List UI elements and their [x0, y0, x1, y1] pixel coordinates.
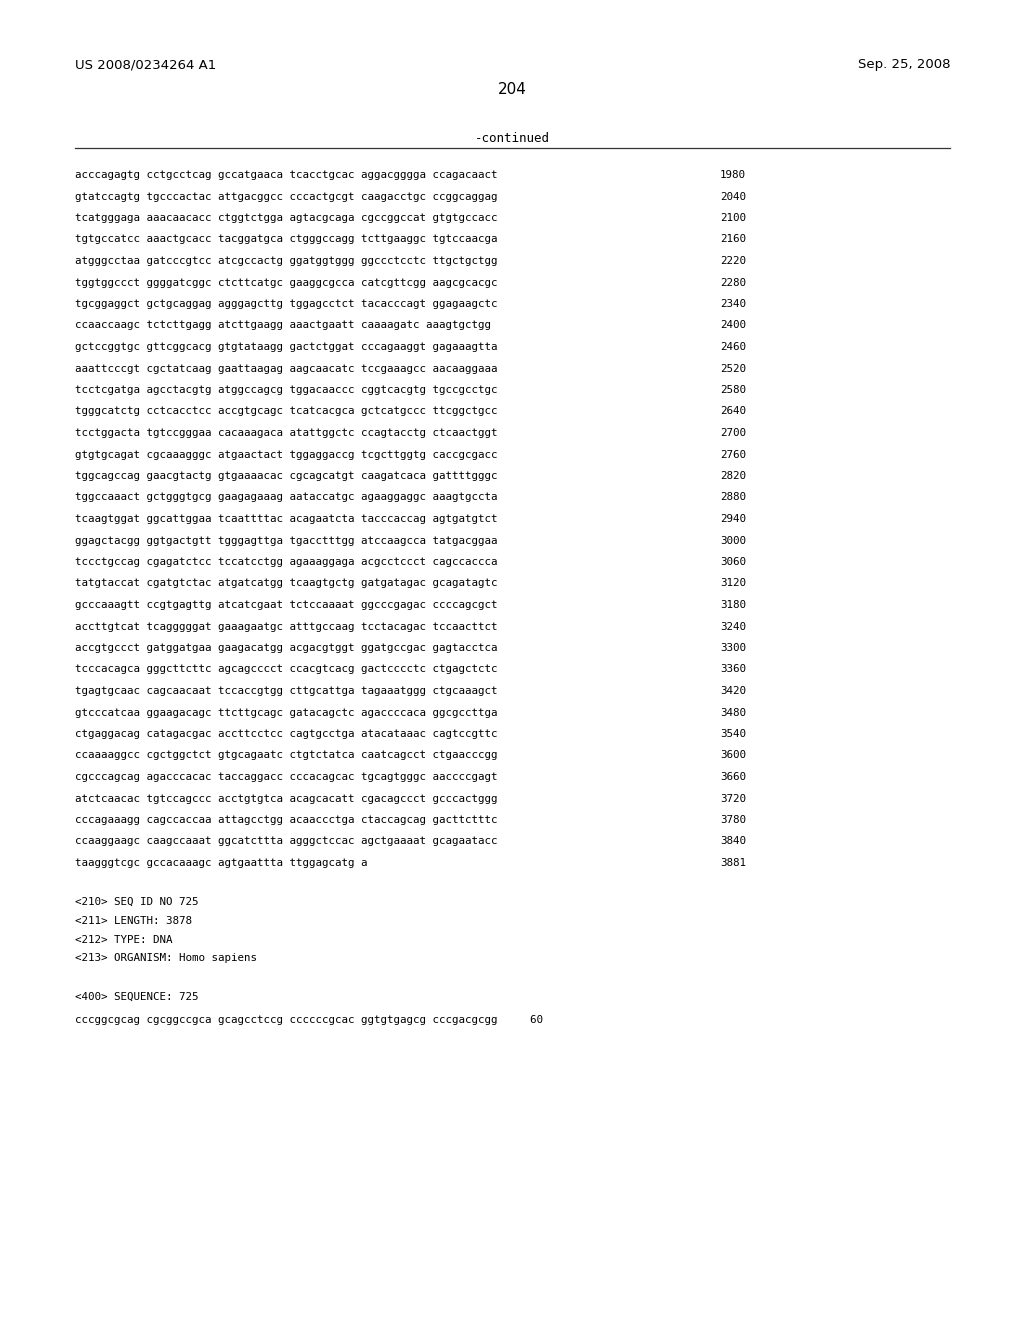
Text: atgggcctaa gatcccgtcc atcgccactg ggatggtggg ggccctcctc ttgctgctgg: atgggcctaa gatcccgtcc atcgccactg ggatggt… — [75, 256, 498, 267]
Text: 2760: 2760 — [720, 450, 746, 459]
Text: acccagagtg cctgcctcag gccatgaaca tcacctgcac aggacgggga ccagacaact: acccagagtg cctgcctcag gccatgaaca tcacctg… — [75, 170, 498, 180]
Text: 3180: 3180 — [720, 601, 746, 610]
Text: 3840: 3840 — [720, 837, 746, 846]
Text: 3360: 3360 — [720, 664, 746, 675]
Text: atctcaacac tgtccagccc acctgtgtca acagcacatt cgacagccct gcccactggg: atctcaacac tgtccagccc acctgtgtca acagcac… — [75, 793, 498, 804]
Text: cccagaaagg cagccaccaa attagcctgg acaaccctga ctaccagcag gacttctttc: cccagaaagg cagccaccaa attagcctgg acaaccc… — [75, 814, 498, 825]
Text: ccaaccaagc tctcttgagg atcttgaagg aaactgaatt caaaagatc aaagtgctgg: ccaaccaagc tctcttgagg atcttgaagg aaactga… — [75, 321, 490, 330]
Text: aaattcccgt cgctatcaag gaattaagag aagcaacatc tccgaaagcc aacaaggaaa: aaattcccgt cgctatcaag gaattaagag aagcaac… — [75, 363, 498, 374]
Text: ctgaggacag catagacgac accttcctcc cagtgcctga atacataaac cagtccgttc: ctgaggacag catagacgac accttcctcc cagtgcc… — [75, 729, 498, 739]
Text: 3660: 3660 — [720, 772, 746, 781]
Text: 1980: 1980 — [720, 170, 746, 180]
Text: tatgtaccat cgatgtctac atgatcatgg tcaagtgctg gatgatagac gcagatagtc: tatgtaccat cgatgtctac atgatcatgg tcaagtg… — [75, 578, 498, 589]
Text: gctccggtgc gttcggcacg gtgtataagg gactctggat cccagaaggt gagaaagtta: gctccggtgc gttcggcacg gtgtataagg gactctg… — [75, 342, 498, 352]
Text: 2820: 2820 — [720, 471, 746, 480]
Text: ccaaaaggcc cgctggctct gtgcagaatc ctgtctatca caatcagcct ctgaacccgg: ccaaaaggcc cgctggctct gtgcagaatc ctgtcta… — [75, 751, 498, 760]
Text: 3540: 3540 — [720, 729, 746, 739]
Text: 2640: 2640 — [720, 407, 746, 417]
Text: 2220: 2220 — [720, 256, 746, 267]
Text: cgcccagcag agacccacac taccaggacc cccacagcac tgcagtgggc aaccccgagt: cgcccagcag agacccacac taccaggacc cccacag… — [75, 772, 498, 781]
Text: 2280: 2280 — [720, 277, 746, 288]
Text: accttgtcat tcagggggat gaaagaatgc atttgccaag tcctacagac tccaacttct: accttgtcat tcagggggat gaaagaatgc atttgcc… — [75, 622, 498, 631]
Text: -continued: -continued — [474, 132, 550, 145]
Text: Sep. 25, 2008: Sep. 25, 2008 — [857, 58, 950, 71]
Text: tcctcgatga agcctacgtg atggccagcg tggacaaccc cggtcacgtg tgccgcctgc: tcctcgatga agcctacgtg atggccagcg tggacaa… — [75, 385, 498, 395]
Text: 3120: 3120 — [720, 578, 746, 589]
Text: ccaaggaagc caagccaaat ggcatcttta agggctccac agctgaaaat gcagaatacc: ccaaggaagc caagccaaat ggcatcttta agggctc… — [75, 837, 498, 846]
Text: 3480: 3480 — [720, 708, 746, 718]
Text: 2580: 2580 — [720, 385, 746, 395]
Text: <211> LENGTH: 3878: <211> LENGTH: 3878 — [75, 916, 193, 925]
Text: US 2008/0234264 A1: US 2008/0234264 A1 — [75, 58, 216, 71]
Text: 3600: 3600 — [720, 751, 746, 760]
Text: tgcggaggct gctgcaggag agggagcttg tggagcctct tacacccagt ggagaagctc: tgcggaggct gctgcaggag agggagcttg tggagcc… — [75, 300, 498, 309]
Text: tggtggccct ggggatcggc ctcttcatgc gaaggcgcca catcgttcgg aagcgcacgc: tggtggccct ggggatcggc ctcttcatgc gaaggcg… — [75, 277, 498, 288]
Text: gtcccatcaa ggaagacagc ttcttgcagc gatacagctc agaccccaca ggcgccttga: gtcccatcaa ggaagacagc ttcttgcagc gatacag… — [75, 708, 498, 718]
Text: 2700: 2700 — [720, 428, 746, 438]
Text: accgtgccct gatggatgaa gaagacatgg acgacgtggt ggatgccgac gagtacctca: accgtgccct gatggatgaa gaagacatgg acgacgt… — [75, 643, 498, 653]
Text: tggccaaact gctgggtgcg gaagagaaag aataccatgc agaaggaggc aaagtgccta: tggccaaact gctgggtgcg gaagagaaag aatacca… — [75, 492, 498, 503]
Text: <212> TYPE: DNA: <212> TYPE: DNA — [75, 935, 172, 945]
Text: cccggcgcag cgcggccgca gcagcctccg ccccccgcac ggtgtgagcg cccgacgcgg     60: cccggcgcag cgcggccgca gcagcctccg ccccccg… — [75, 1015, 543, 1026]
Text: tcctggacta tgtccgggaa cacaaagaca atattggctc ccagtacctg ctcaactggt: tcctggacta tgtccgggaa cacaaagaca atattgg… — [75, 428, 498, 438]
Text: tgtgccatcc aaactgcacc tacggatgca ctgggccagg tcttgaaggc tgtccaacga: tgtgccatcc aaactgcacc tacggatgca ctgggcc… — [75, 235, 498, 244]
Text: 3720: 3720 — [720, 793, 746, 804]
Text: 2160: 2160 — [720, 235, 746, 244]
Text: tccctgccag cgagatctcc tccatcctgg agaaaggaga acgcctccct cagccaccca: tccctgccag cgagatctcc tccatcctgg agaaagg… — [75, 557, 498, 568]
Text: 3300: 3300 — [720, 643, 746, 653]
Text: ggagctacgg ggtgactgtt tgggagttga tgacctttgg atccaagcca tatgacggaa: ggagctacgg ggtgactgtt tgggagttga tgacctt… — [75, 536, 498, 545]
Text: tcccacagca gggcttcttc agcagcccct ccacgtcacg gactcccctc ctgagctctc: tcccacagca gggcttcttc agcagcccct ccacgtc… — [75, 664, 498, 675]
Text: 2880: 2880 — [720, 492, 746, 503]
Text: 2940: 2940 — [720, 513, 746, 524]
Text: tcatgggaga aaacaacacc ctggtctgga agtacgcaga cgccggccat gtgtgccacc: tcatgggaga aaacaacacc ctggtctgga agtacgc… — [75, 213, 498, 223]
Text: 2100: 2100 — [720, 213, 746, 223]
Text: 3000: 3000 — [720, 536, 746, 545]
Text: <213> ORGANISM: Homo sapiens: <213> ORGANISM: Homo sapiens — [75, 953, 257, 964]
Text: gtgtgcagat cgcaaagggc atgaactact tggaggaccg tcgcttggtg caccgcgacc: gtgtgcagat cgcaaagggc atgaactact tggagga… — [75, 450, 498, 459]
Text: 3881: 3881 — [720, 858, 746, 869]
Text: gtatccagtg tgcccactac attgacggcc cccactgcgt caagacctgc ccggcaggag: gtatccagtg tgcccactac attgacggcc cccactg… — [75, 191, 498, 202]
Text: tggcagccag gaacgtactg gtgaaaacac cgcagcatgt caagatcaca gattttgggc: tggcagccag gaacgtactg gtgaaaacac cgcagca… — [75, 471, 498, 480]
Text: 2040: 2040 — [720, 191, 746, 202]
Text: 3780: 3780 — [720, 814, 746, 825]
Text: tgagtgcaac cagcaacaat tccaccgtgg cttgcattga tagaaatggg ctgcaaagct: tgagtgcaac cagcaacaat tccaccgtgg cttgcat… — [75, 686, 498, 696]
Text: 2520: 2520 — [720, 363, 746, 374]
Text: 3240: 3240 — [720, 622, 746, 631]
Text: 2340: 2340 — [720, 300, 746, 309]
Text: <210> SEQ ID NO 725: <210> SEQ ID NO 725 — [75, 896, 199, 907]
Text: gcccaaagtt ccgtgagttg atcatcgaat tctccaaaat ggcccgagac ccccagcgct: gcccaaagtt ccgtgagttg atcatcgaat tctccaa… — [75, 601, 498, 610]
Text: 2400: 2400 — [720, 321, 746, 330]
Text: 3060: 3060 — [720, 557, 746, 568]
Text: 2460: 2460 — [720, 342, 746, 352]
Text: taagggtcgc gccacaaagc agtgaattta ttggagcatg a: taagggtcgc gccacaaagc agtgaattta ttggagc… — [75, 858, 368, 869]
Text: <400> SEQUENCE: 725: <400> SEQUENCE: 725 — [75, 991, 199, 1002]
Text: tgggcatctg cctcacctcc accgtgcagc tcatcacgca gctcatgccc ttcggctgcc: tgggcatctg cctcacctcc accgtgcagc tcatcac… — [75, 407, 498, 417]
Text: tcaagtggat ggcattggaa tcaattttac acagaatcta tacccaccag agtgatgtct: tcaagtggat ggcattggaa tcaattttac acagaat… — [75, 513, 498, 524]
Text: 3420: 3420 — [720, 686, 746, 696]
Text: 204: 204 — [498, 82, 526, 96]
